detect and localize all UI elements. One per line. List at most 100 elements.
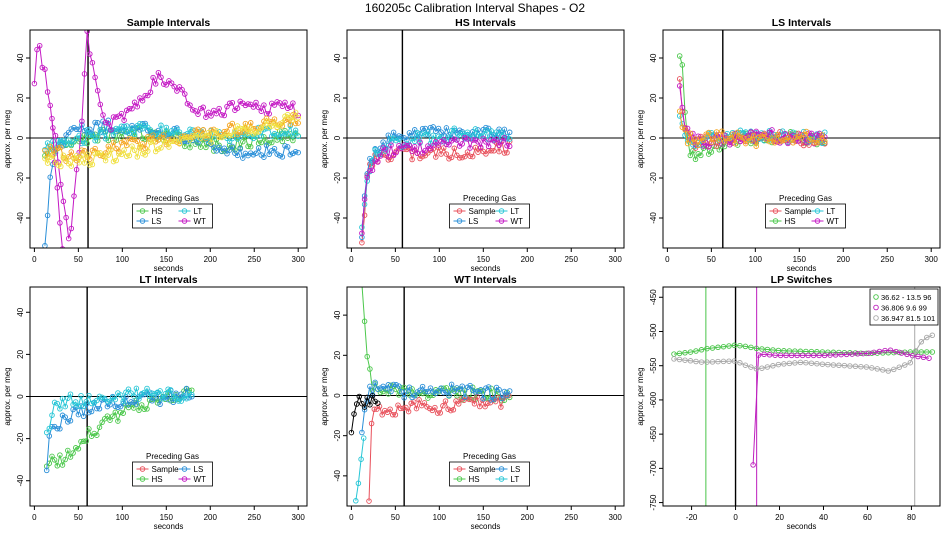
data-point — [803, 359, 809, 366]
data-point — [55, 159, 61, 165]
data-point — [163, 139, 170, 146]
data-point — [409, 156, 415, 163]
data-point — [687, 130, 694, 137]
data-point — [427, 392, 434, 399]
plot-area — [30, 287, 307, 506]
data-point — [263, 118, 270, 124]
y-axis-label: approx. per meg — [320, 367, 329, 425]
data-point — [123, 142, 130, 149]
legend: Preceding Gas HS LT LS WT — [132, 194, 213, 229]
data-point — [290, 100, 296, 106]
data-point — [65, 235, 72, 242]
data-point — [430, 124, 436, 130]
x-tick-label: 150 — [793, 255, 807, 264]
data-point — [81, 71, 88, 77]
plot-frame — [29, 29, 308, 249]
data-point — [43, 429, 50, 436]
data-point — [742, 140, 749, 147]
x-tick-label: 200 — [204, 255, 218, 264]
data-point — [860, 350, 866, 357]
data-point — [65, 137, 72, 143]
data-point — [147, 127, 154, 133]
data-point — [197, 105, 204, 112]
data-point — [79, 147, 85, 153]
x-tick-label: 250 — [248, 255, 262, 264]
chart-title: HS Intervals — [455, 17, 516, 29]
data-point — [456, 155, 463, 161]
data-point — [498, 404, 504, 410]
data-point — [213, 148, 220, 154]
data-point — [750, 462, 756, 468]
legend-title: Preceding Gas — [463, 194, 516, 203]
data-point — [761, 131, 767, 138]
data-point — [684, 140, 691, 147]
data-point — [224, 150, 230, 157]
data-point — [469, 387, 476, 394]
data-point — [131, 393, 137, 399]
data-point — [131, 131, 138, 138]
data-point — [488, 128, 494, 134]
data-point — [120, 398, 126, 405]
data-point — [375, 159, 381, 165]
data-point — [454, 393, 460, 399]
x-tick-label: 0 — [32, 255, 37, 264]
data-point — [499, 138, 505, 145]
data-point — [446, 142, 452, 148]
legend: Preceding Gas Sample LS HS WT — [132, 452, 213, 487]
data-point — [200, 132, 206, 138]
data-point — [469, 396, 475, 403]
data-point — [748, 344, 754, 351]
data-point — [295, 114, 301, 121]
figure-title: 160205c Calibration Interval Shapes - O2 — [365, 1, 585, 15]
legend-entry-label: 36.947 81.5 101 — [881, 314, 935, 323]
data-point — [929, 349, 936, 355]
data-point — [404, 137, 410, 143]
data-point — [192, 133, 199, 139]
data-point — [49, 453, 55, 460]
data-point — [871, 349, 877, 356]
x-tick-label: 200 — [204, 513, 218, 522]
data-point — [821, 352, 828, 359]
x-tick-label: 50 — [391, 255, 400, 264]
legend-entry-label: HS — [152, 475, 163, 484]
data-point — [388, 142, 394, 148]
legend-entry-label: 36.62 - 13.5 96 — [881, 293, 931, 302]
data-point — [134, 154, 141, 160]
data-point — [731, 358, 738, 364]
legend-swatch-point — [181, 218, 188, 224]
data-point — [770, 363, 776, 369]
data-point — [364, 394, 370, 401]
data-point — [366, 498, 372, 504]
data-point — [397, 405, 404, 412]
data-point — [203, 133, 209, 139]
data-point — [896, 364, 903, 370]
y-tick-label: -650 — [649, 426, 658, 443]
data-point — [808, 136, 815, 143]
data-point — [841, 362, 848, 369]
data-point — [62, 414, 68, 420]
chart-panel: HS Intervals 0 50 100 150 200 250 300 -40 -20 0 20 4… — [320, 17, 625, 273]
data-point — [467, 145, 473, 151]
data-point — [462, 134, 468, 141]
data-point — [97, 126, 104, 133]
data-point — [816, 130, 823, 137]
data-point — [65, 447, 71, 454]
data-point — [464, 149, 471, 155]
data-point — [351, 411, 357, 417]
data-point — [797, 348, 804, 355]
data-point — [102, 129, 109, 135]
data-point — [816, 137, 823, 144]
data-point — [782, 130, 788, 137]
chart-panel: LT Intervals 0 50 100 150 200 250 300 -40 -20 0 20 4… — [3, 274, 308, 531]
legend-swatch-point — [814, 208, 821, 214]
data-point — [110, 139, 117, 146]
data-point — [136, 396, 142, 402]
y-tick-label: 0 — [16, 135, 25, 140]
data-point — [504, 392, 510, 399]
data-point — [144, 385, 150, 392]
data-point — [216, 134, 222, 141]
data-point — [59, 246, 66, 248]
data-point — [713, 143, 720, 149]
data-point — [491, 148, 497, 154]
